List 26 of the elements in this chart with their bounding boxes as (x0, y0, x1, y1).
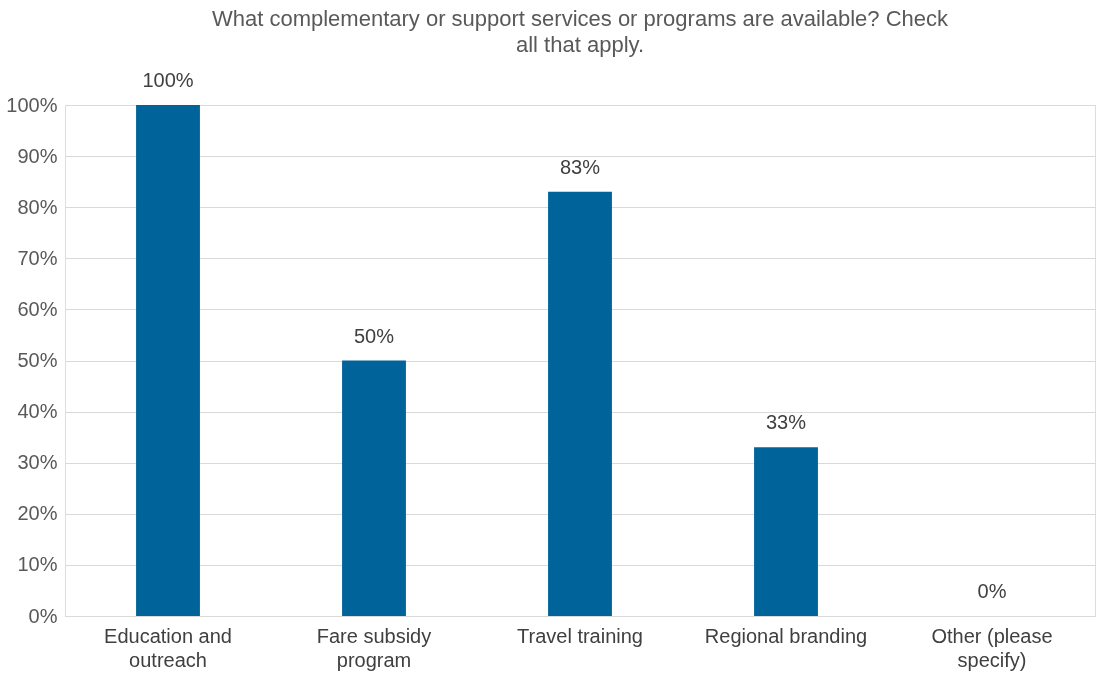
y-tick-label: 30% (17, 451, 58, 474)
y-tick-label: 50% (17, 349, 58, 371)
y-tick-label: 70% (17, 246, 58, 269)
y-tick-label: 80% (17, 195, 58, 218)
data-label: 83% (559, 155, 601, 178)
bar (136, 105, 200, 616)
y-tick-label: 10% (17, 553, 58, 576)
bar (754, 447, 818, 616)
data-label: 33% (765, 411, 807, 434)
chart-title: What complementary or support services or programs are available? Check all that apply. (211, 6, 950, 57)
x-tick-label: Regional branding (704, 624, 868, 647)
y-tick-label: 100% (6, 93, 58, 116)
y-tick-label: 90% (17, 144, 58, 167)
data-label: 100% (142, 69, 194, 91)
x-tick-label: Travel training (517, 624, 643, 647)
x-tick-label: Other (please specify) (931, 624, 1053, 671)
bar (342, 360, 406, 616)
x-tick-label: Education and outreach (104, 624, 232, 671)
y-tick-label: 60% (17, 297, 58, 320)
y-tick-label: 40% (17, 400, 58, 423)
y-tick-label: 0% (28, 604, 58, 627)
y-tick-label: 20% (17, 502, 58, 525)
bar (548, 191, 612, 616)
x-tick-label: Fare subsidy program (316, 624, 432, 671)
data-label: 50% (353, 324, 395, 347)
data-label: 0% (977, 580, 1007, 602)
